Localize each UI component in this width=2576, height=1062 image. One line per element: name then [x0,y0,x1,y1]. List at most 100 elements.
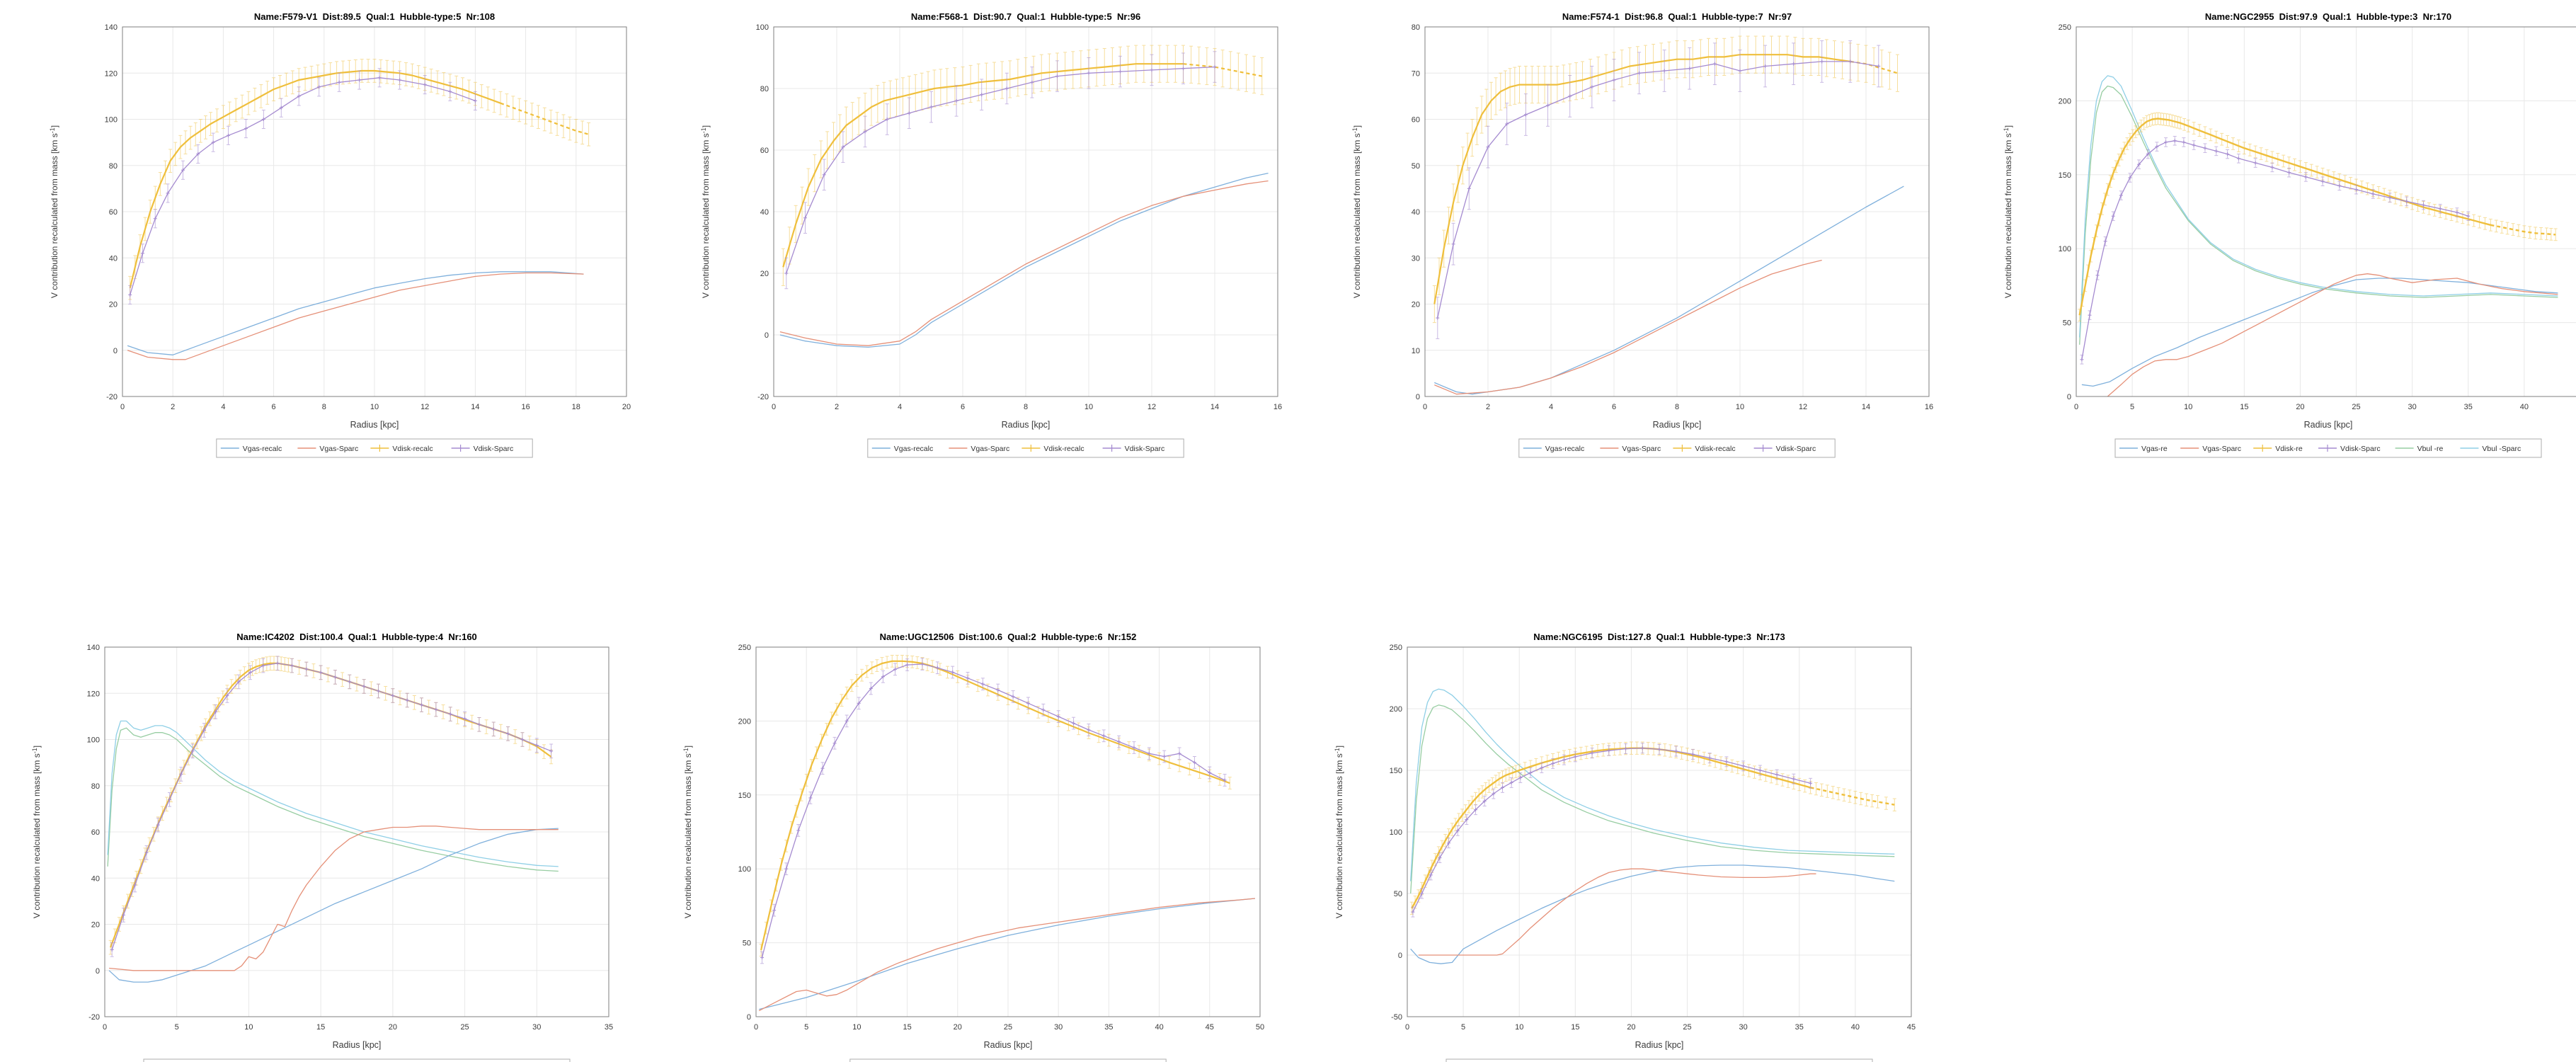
svg-text:30: 30 [532,1023,541,1032]
svg-text:0: 0 [765,331,769,340]
legend-label: Vgas-recalc [1545,445,1584,453]
legend-label: Vdisk-Sparc [2340,445,2381,453]
svg-text:4: 4 [1549,403,1553,411]
svg-text:60: 60 [760,147,769,155]
series-disk_re [2078,112,2558,322]
legend-label: Vdisk-recalc [1695,445,1735,453]
svg-text:0: 0 [1416,393,1420,401]
svg-text:50: 50 [1394,890,1402,898]
chart-panel-6: 0 5 10 15 20 25 30 35 40 45 50 0 50 100 150 200 250 Name:… [665,629,1281,1062]
y-axis-label: V contribution recalculated from mass [k… [2003,125,2013,298]
legend-label: Vdisk-Sparc [1125,445,1165,453]
chart-svg: 0 2 4 6 8 10 12 14 16-20020406080100Name:F568-1 … [700,11,1282,458]
chart-panel-3: 0 2 4 6 8 10 12 14 16 0 10 20 30 40 50 60 70 80 Name:F574-… [1334,8,1950,476]
gridlines [104,646,609,1017]
svg-text:150: 150 [1390,767,1402,775]
legend-label: Vdisk-recalc [1043,445,1084,453]
chart-svg: 0 2 4 6 8 10 12 14 16 0 10 20 30 40 50 60 70 80 Name:F574-… [1351,11,1933,458]
svg-text:-20: -20 [106,393,118,401]
svg-text:10: 10 [1515,1023,1523,1032]
svg-text:50: 50 [1412,162,1420,171]
y-axis-label: V contribution recalculated from mass [k… [31,746,42,918]
chart-title: Name:UGC12506 Dist:100.6 Qual:2 Hubble-t… [880,632,1137,642]
svg-text:15: 15 [903,1023,911,1032]
x-axis-label: Radius [kpc] [984,1040,1033,1050]
legend-label: Vgas-re [2141,445,2168,453]
series-gas_re [759,898,1255,1010]
svg-text:40: 40 [109,254,118,263]
legend: Vgas-reVgas-SparcVdisk-reVdisk-SparcVbul… [1446,1058,1873,1062]
svg-text:20: 20 [91,921,100,930]
series-gas_sparc [127,272,584,360]
legend-label: Vgas-recalc [243,445,282,453]
tick-labels: 051015202530354045050100150200250 [2059,23,2576,411]
axes-box [104,646,609,1017]
svg-text:20: 20 [1412,301,1420,309]
svg-text:5: 5 [804,1023,808,1032]
y-axis-label: V contribution recalculated from mass [k… [49,125,59,298]
svg-text:16: 16 [521,403,529,411]
series-gas_sparc [1418,868,1816,956]
svg-text:0: 0 [2074,403,2078,411]
svg-text:35: 35 [1104,1023,1113,1032]
gridlines [2076,26,2576,397]
svg-text:200: 200 [738,717,751,726]
svg-text:10: 10 [852,1023,861,1032]
svg-text:0: 0 [103,1023,107,1032]
legend-label: Vbul -Sparc [2482,445,2521,453]
svg-text:200: 200 [1390,705,1402,714]
x-axis-label: Radius [kpc] [350,420,399,430]
series-disk_re [781,45,1264,286]
svg-text:10: 10 [1736,403,1744,411]
svg-text:6: 6 [272,403,276,411]
series-group [107,656,559,983]
axes-box [1407,646,1912,1017]
svg-text:80: 80 [109,162,118,171]
legend: Vgas-recalc Vgas-Sparc Vdisk-recalc Vdisk-S… [1518,438,1836,458]
svg-text:50: 50 [1256,1023,1264,1032]
svg-text:25: 25 [2352,403,2360,411]
series-disk_sparc [2080,136,2471,365]
svg-text:5: 5 [1461,1023,1465,1032]
svg-text:8: 8 [322,403,326,411]
svg-text:40: 40 [1412,208,1420,217]
svg-text:40: 40 [2520,403,2529,411]
tick-labels: 0 2 4 6 8 10 12 14 16 0 10 20 30 40 50 60 70 80 [1412,23,1933,411]
svg-text:-20: -20 [88,1013,100,1022]
chart-svg: 0 5 10 15 20 25 30 35-20020406080100120140Name:… [31,632,613,1062]
svg-text:40: 40 [1155,1023,1163,1032]
svg-text:-20: -20 [757,393,769,401]
series-gas_re [2081,278,2558,387]
chart-title: Name:IC4202 Dist:100.4 Qual:1 Hubble-typ… [236,632,477,642]
series-bul_re [1410,704,1895,894]
svg-text:120: 120 [105,69,118,78]
legend: Vgas-recalc Vgas-Sparc Vdisk-recalc Vdisk-S… [216,438,533,458]
svg-text:12: 12 [1799,403,1807,411]
series-gas_sparc [2107,273,2558,397]
svg-text:14: 14 [1862,403,1870,411]
svg-text:4: 4 [898,403,902,411]
svg-text:20: 20 [389,1023,397,1032]
legend-label: Vbul -re [2417,445,2444,453]
series-gas_sparc [759,898,1255,1012]
series-disk_re [1409,741,1896,915]
svg-text:100: 100 [87,736,100,745]
svg-text:0: 0 [1423,403,1427,411]
gridlines [1407,646,1912,1017]
svg-text:20: 20 [760,270,769,278]
axes-box [773,26,1278,397]
x-axis-label: Radius [kpc] [2304,420,2353,430]
svg-text:0: 0 [120,403,125,411]
chart-panel-2: 0 2 4 6 8 10 12 14 16 -20 0 20 40 60 80 100 Name:F568-1 … [683,8,1299,476]
svg-text:80: 80 [760,85,769,93]
x-axis-label: Radius [kpc] [333,1040,382,1050]
legend-label: Vgas-Sparc [2202,445,2241,453]
legend-label: Vdisk-re [2275,445,2303,453]
svg-text:0: 0 [2067,393,2071,401]
legend: Vgas-recalc Vgas-Sparc Vdisk-recalc Vdisk-S… [867,438,1184,458]
legend: Vgas-reVgas-SparcVdisk-reVdisk-SparcVbul… [143,1058,571,1062]
svg-text:40: 40 [91,874,100,883]
